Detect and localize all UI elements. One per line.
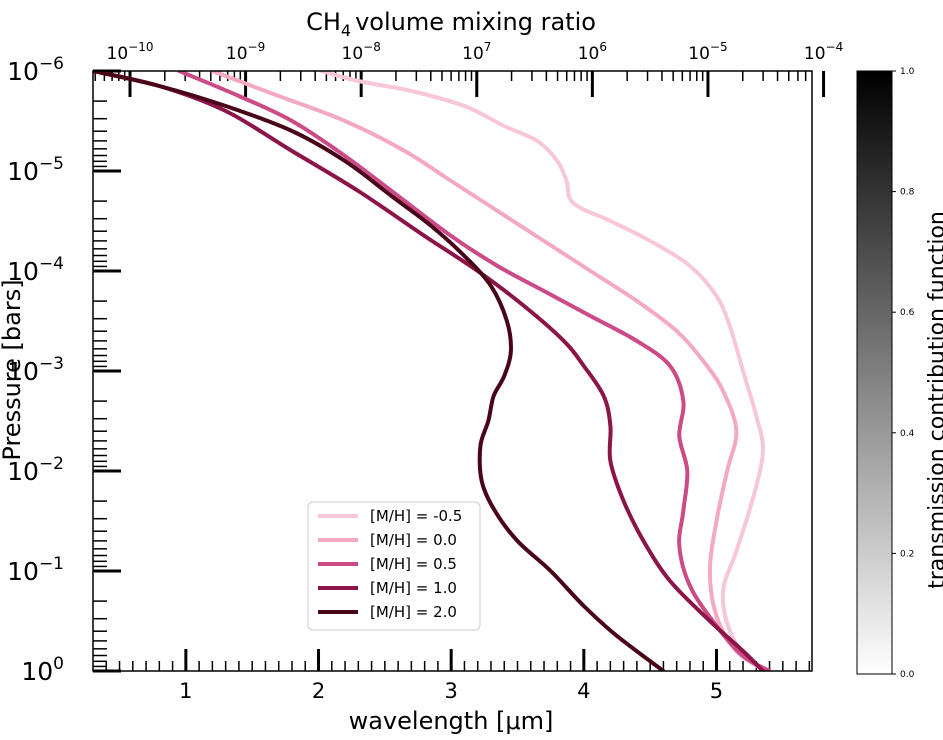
colorbar-tick-label: 0.6 [900,308,915,318]
legend: [M/H] = -0.5 [M/H] = 0.0 [M/H] = 0.5 [M/H] … [307,501,481,631]
colorbar-tick-label: 1.0 [900,67,915,77]
top-axis-ticks: 10−10 10−9 10−8 107 106 10−5 10−4 [94,40,843,97]
x-tick-label: 4 [577,679,590,703]
legend-label-1: [M/H] = 0.0 [370,531,457,549]
legend-label-0: [M/H] = -0.5 [370,507,462,525]
y-tick-label: 10−4 [7,254,64,286]
series-line-3 [93,71,765,671]
top-tick-label: 10−5 [688,40,727,64]
series-line-2 [177,71,772,671]
legend-label-4: [M/H] = 2.0 [370,603,457,621]
x-tick-label: 1 [179,679,192,703]
colorbar-tick-label: 0.2 [900,549,914,559]
top-tick-label: 10−10 [107,40,154,64]
y-tick-label: 10−5 [7,154,64,186]
x-axis-ticks: 1 2 3 4 5 [105,649,811,703]
x-tick-label: 5 [710,679,723,703]
y-tick-label: 10−3 [7,354,64,386]
x-tick-label: 3 [444,679,457,703]
colorbar-tick-label: 0.4 [900,429,915,439]
top-tick-label: 107 [462,40,491,64]
series-line-1 [210,71,769,671]
y-tick-label: 10−1 [7,554,64,586]
colorbar-gradient [856,70,893,675]
series-line-0 [319,71,772,671]
colorbar-title: transmission contribution function [925,211,943,589]
y-tick-label: 10−2 [7,454,64,486]
series-line-4 [93,71,666,671]
colorbar-tick-label: 0.8 [900,188,915,198]
y-axis-ticks: 10−6 10−5 10−4 10−3 10−2 10−1 100 [7,54,121,686]
colorbar: 0.0 0.2 0.4 0.6 0.8 1.0 transmission contribu… [856,67,943,680]
y-axis-title: Pressure [bars] [0,279,26,460]
legend-frame [307,501,481,631]
y-tick-label: 100 [21,654,64,686]
top-tick-label: 106 [578,40,607,64]
top-axis-title: CH4 volume mixing ratio [306,8,596,40]
x-tick-label: 2 [312,679,325,703]
plot-frame [92,70,813,672]
series-lines [93,71,772,671]
colorbar-tick-label: 0.0 [900,670,915,680]
top-tick-label: 10−9 [226,40,265,64]
legend-label-3: [M/H] = 1.0 [370,579,457,597]
top-tick-label: 10−8 [342,40,381,64]
legend-label-2: [M/H] = 0.5 [370,555,457,573]
x-axis-title: wavelength [μm] [349,707,554,735]
top-tick-label: 10−4 [804,40,843,64]
y-tick-label: 10−6 [7,54,64,86]
